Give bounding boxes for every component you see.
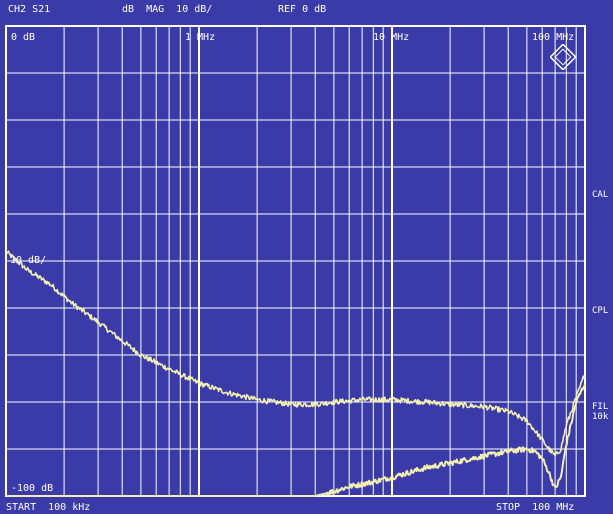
cal-indicator: CAL [592,190,609,200]
channel-label: CH2 S21 [8,4,51,15]
x-tick-label-10mhz: 10 MHz [373,32,410,43]
x-tick-label-100mhz: 100 MHz [532,32,575,43]
stop-frequency: STOP 100 MHz [496,502,575,513]
traces [5,250,586,497]
y-tick-label-bottom: -100 dB [11,483,54,494]
fil-indicator: FIL [592,402,609,412]
trace-line-2 [5,383,586,497]
start-frequency: START 100 kHz [6,502,91,513]
y-tick-label-mid: 10 dB/ [10,255,47,266]
cpl-indicator: CPL [592,306,609,316]
trace-line-1 [5,250,586,457]
x-tick-label-1mhz: 1 MHz [185,32,216,43]
y-tick-label-top: 0 dB [11,32,36,43]
fil-bandwidth: 10k [592,412,609,422]
rohde-schwarz-logo-icon [550,44,576,70]
format-label: dB MAG 10 dB/ [122,4,213,15]
ref-label: REF 0 dB [278,4,327,15]
grid [5,25,586,497]
